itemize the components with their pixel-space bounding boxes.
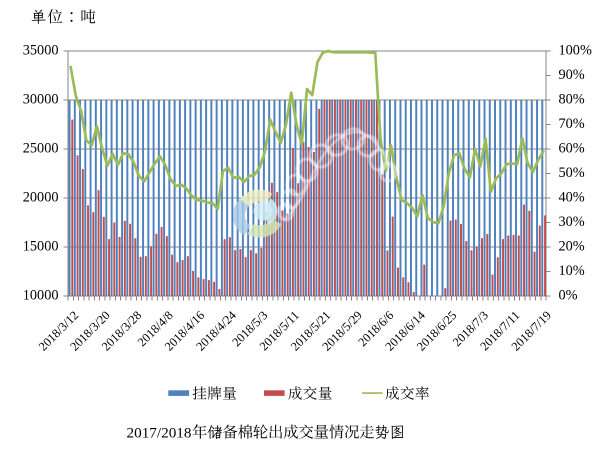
svg-text:70%: 70% [559,116,585,132]
svg-text:2017/2018: 2017/2018 [127,425,192,442]
svg-text:15000: 15000 [23,238,59,254]
svg-text:50%: 50% [559,165,585,181]
svg-text:40%: 40% [559,189,585,205]
svg-text:35000: 35000 [23,42,59,58]
svg-text:60%: 60% [559,140,585,156]
svg-text:30000: 30000 [23,91,59,107]
svg-text:0%: 0% [559,287,578,303]
svg-text:30%: 30% [559,214,585,230]
svg-text:20%: 20% [559,238,585,254]
svg-text:80%: 80% [559,91,585,107]
svg-text:10000: 10000 [23,287,59,303]
svg-text:20000: 20000 [23,189,59,205]
svg-text:10%: 10% [559,263,585,279]
svg-text:100%: 100% [559,42,592,58]
svg-text:25000: 25000 [23,140,59,156]
svg-text:90%: 90% [559,67,585,83]
